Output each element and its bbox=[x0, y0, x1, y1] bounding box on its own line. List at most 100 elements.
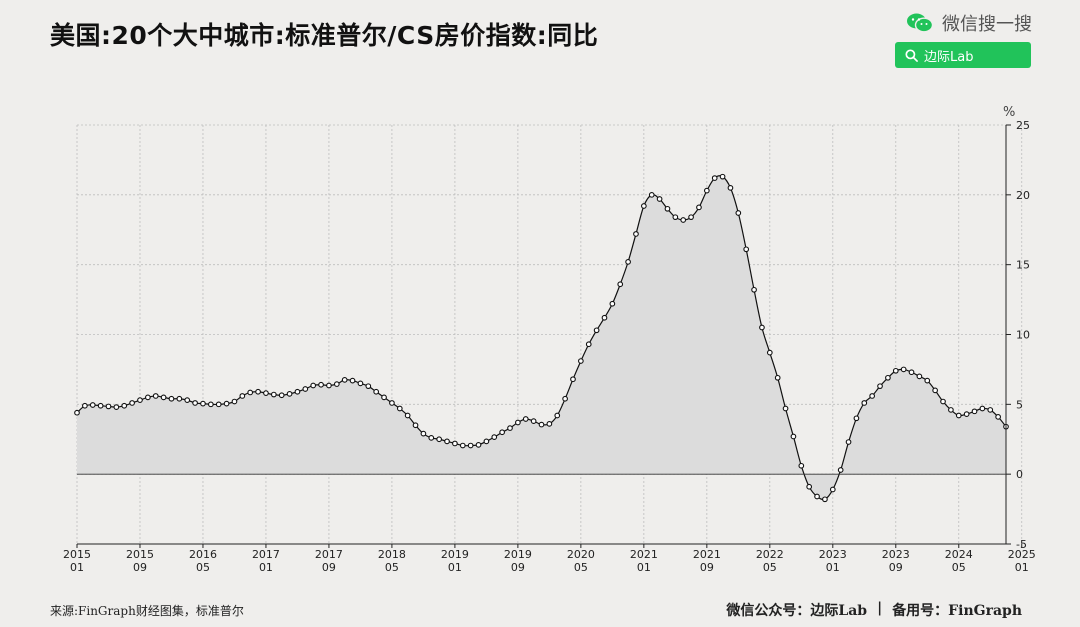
page-title: 美国:20个大中城市:标准普尔/CS房价指数:同比 bbox=[50, 21, 599, 50]
data-point bbox=[688, 214, 694, 221]
source-note: 来源:FinGraph财经图集，标准普尔 bbox=[50, 604, 244, 618]
data-point bbox=[877, 383, 883, 390]
data-point bbox=[74, 409, 80, 416]
x-tick-month: 09 bbox=[700, 561, 714, 574]
data-point bbox=[483, 438, 490, 445]
data-point bbox=[892, 367, 899, 374]
data-point bbox=[452, 440, 458, 447]
y-tick-label: 15 bbox=[1016, 259, 1030, 272]
data-point bbox=[507, 425, 513, 431]
data-point bbox=[373, 388, 380, 395]
data-point bbox=[774, 374, 781, 381]
data-point bbox=[680, 217, 687, 223]
axes: -505101520252015012015092016052017012017… bbox=[63, 119, 1036, 574]
data-point bbox=[837, 467, 844, 473]
data-point bbox=[459, 442, 466, 449]
data-point bbox=[192, 400, 198, 406]
data-point bbox=[176, 395, 183, 402]
data-point bbox=[263, 390, 269, 397]
data-point bbox=[766, 349, 773, 356]
wechat-icon bbox=[907, 13, 934, 33]
grid bbox=[76, 124, 1023, 545]
data-point bbox=[940, 398, 946, 405]
x-tick-month: 05 bbox=[763, 561, 777, 574]
x-tick-year: 2021 bbox=[630, 548, 658, 561]
data-point bbox=[546, 421, 553, 427]
data-point bbox=[885, 374, 891, 381]
data-point bbox=[302, 386, 309, 392]
data-point bbox=[200, 400, 206, 407]
data-point bbox=[113, 404, 120, 410]
data-point bbox=[105, 403, 112, 410]
data-point bbox=[97, 402, 104, 409]
x-tick-year: 2015 bbox=[63, 548, 91, 561]
data-point bbox=[215, 401, 222, 408]
data-point bbox=[617, 281, 624, 288]
x-tick-year: 2022 bbox=[756, 548, 784, 561]
data-point bbox=[247, 389, 254, 396]
data-point bbox=[790, 433, 797, 440]
data-point bbox=[239, 393, 246, 399]
y-tick-label: 25 bbox=[1016, 119, 1030, 132]
x-tick-month: 05 bbox=[574, 561, 588, 574]
data-point bbox=[601, 314, 608, 321]
data-point bbox=[963, 411, 970, 417]
data-point bbox=[278, 392, 285, 399]
x-tick-month: 05 bbox=[952, 561, 966, 574]
data-point bbox=[475, 441, 482, 448]
data-point bbox=[751, 286, 757, 293]
data-point bbox=[633, 231, 639, 237]
data-point bbox=[318, 381, 324, 388]
data-point bbox=[932, 387, 938, 394]
search-icon bbox=[905, 48, 918, 62]
y-tick-label: 20 bbox=[1016, 189, 1030, 202]
x-tick-month: 01 bbox=[259, 561, 273, 574]
search-button[interactable]: 边际Lab bbox=[895, 42, 1031, 68]
data-point bbox=[152, 393, 159, 399]
data-point bbox=[609, 300, 616, 307]
data-point bbox=[286, 391, 293, 397]
data-point bbox=[270, 391, 277, 398]
data-points bbox=[74, 173, 1009, 503]
x-tick-year: 2017 bbox=[315, 548, 343, 561]
data-point bbox=[381, 394, 387, 401]
data-point bbox=[436, 436, 443, 443]
data-point bbox=[137, 397, 143, 403]
x-tick-month: 09 bbox=[133, 561, 147, 574]
x-tick-year: 2020 bbox=[567, 548, 595, 561]
data-point bbox=[326, 382, 332, 389]
data-point bbox=[987, 407, 994, 413]
data-point bbox=[428, 435, 435, 441]
data-point bbox=[696, 204, 702, 211]
data-point bbox=[310, 382, 317, 389]
y-tick-label: 5 bbox=[1016, 398, 1023, 411]
data-point bbox=[333, 381, 340, 387]
data-point bbox=[656, 196, 663, 202]
data-point bbox=[648, 191, 655, 198]
data-point bbox=[168, 395, 175, 402]
data-point bbox=[578, 358, 584, 364]
x-tick-year: 2015 bbox=[126, 548, 154, 561]
data-point bbox=[515, 419, 521, 426]
data-point bbox=[160, 394, 167, 401]
data-point bbox=[814, 493, 820, 500]
x-tick-month: 01 bbox=[637, 561, 651, 574]
data-point bbox=[861, 400, 868, 406]
data-point bbox=[640, 203, 647, 209]
data-point bbox=[979, 405, 986, 412]
y-unit-label: % bbox=[1003, 105, 1015, 120]
data-point bbox=[570, 376, 576, 383]
data-point bbox=[971, 408, 978, 415]
data-point bbox=[672, 214, 679, 221]
data-point bbox=[231, 398, 238, 405]
data-point bbox=[223, 400, 230, 407]
search-label: 边际Lab bbox=[924, 49, 974, 65]
data-point bbox=[145, 394, 151, 401]
x-tick-year: 2025 bbox=[1008, 548, 1036, 561]
y-tick-label: 0 bbox=[1016, 468, 1023, 481]
data-point bbox=[129, 400, 135, 406]
data-point bbox=[798, 462, 805, 469]
data-point bbox=[806, 483, 813, 490]
data-point bbox=[349, 377, 356, 384]
data-point bbox=[444, 438, 450, 445]
